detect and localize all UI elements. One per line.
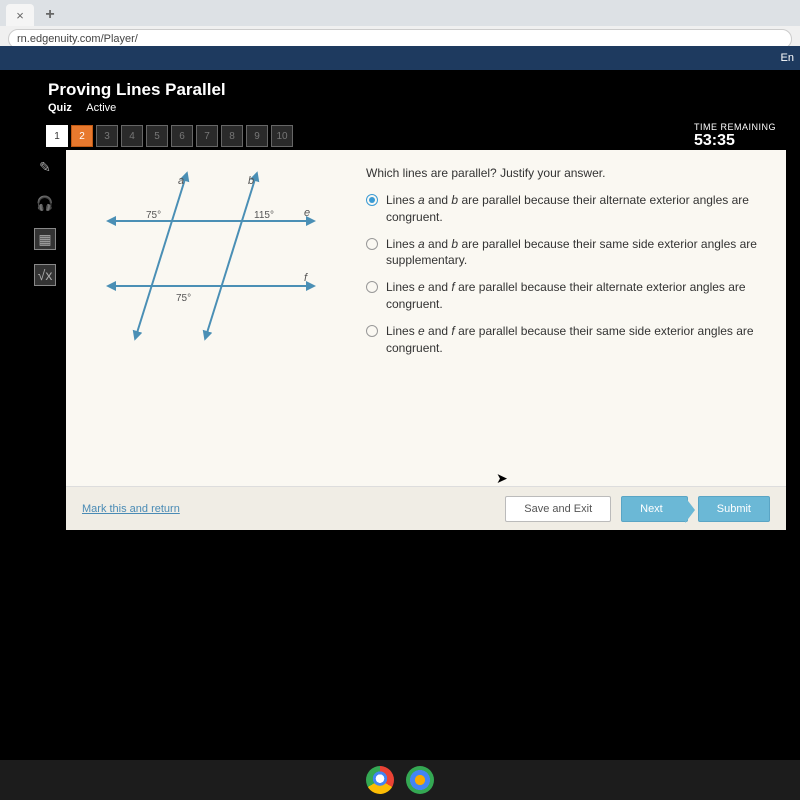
question-nav-5[interactable]: 5 [146,125,168,147]
new-tab-button[interactable]: + [36,4,64,26]
options: Lines a and b are parallel because their… [366,192,766,356]
tab-close[interactable]: × [6,4,34,26]
option-text-3: Lines e and f are parallel because their… [386,323,766,357]
radio-1[interactable] [366,238,378,250]
timer: TIME REMAINING 53:35 [694,122,776,150]
left-tools: ✎ 🎧 ▦ √x [28,150,62,530]
nav-row: 12345678910 TIME REMAINING 53:35 [28,122,800,150]
question-nav-1[interactable]: 1 [46,125,68,147]
svg-text:75°: 75° [146,210,161,221]
svg-text:f: f [304,272,308,284]
diagram-area: a b e f 75° 115° 75° [66,150,366,530]
quiz-label: Quiz [48,102,72,114]
app-header: En [0,46,800,70]
question-nav-10[interactable]: 10 [271,125,293,147]
svg-text:a: a [178,175,184,187]
taskbar [0,760,800,800]
browser-chrome: × + rn.edgenuity.com/Player/ [0,0,800,46]
timer-label: TIME REMAINING [694,122,776,132]
question-nav-4[interactable]: 4 [121,125,143,147]
svg-text:b: b [248,175,254,187]
save-exit-button[interactable]: Save and Exit [505,496,611,522]
radio-3[interactable] [366,325,378,337]
question-panel: a b e f 75° 115° 75° Which lines are par… [66,150,786,530]
question-nav-3[interactable]: 3 [96,125,118,147]
question-area: Which lines are parallel? Justify your a… [366,150,786,530]
svg-text:75°: 75° [176,293,191,304]
next-button[interactable]: Next [621,496,688,522]
title-area: Proving Lines Parallel Quiz Active [48,80,800,114]
option-3[interactable]: Lines e and f are parallel because their… [366,323,766,357]
footer-bar: Mark this and return Save and Exit Next … [66,486,786,530]
course-subtitle: Quiz Active [48,102,800,114]
mark-return-link[interactable]: Mark this and return [82,503,180,515]
content-wrap: ✎ 🎧 ▦ √x [28,150,800,530]
question-nav-7[interactable]: 7 [196,125,218,147]
tab-bar: × + [0,0,800,26]
question-nav-8[interactable]: 8 [221,125,243,147]
diagram-svg: a b e f 75° 115° 75° [96,166,336,346]
pencil-icon[interactable]: ✎ [34,156,56,178]
app-dock-icon[interactable] [406,766,434,794]
option-text-1: Lines a and b are parallel because their… [386,236,766,270]
submit-button[interactable]: Submit [698,496,770,522]
option-0[interactable]: Lines a and b are parallel because their… [366,192,766,226]
calculator-icon[interactable]: ▦ [34,228,56,250]
option-1[interactable]: Lines a and b are parallel because their… [366,236,766,270]
headphones-icon[interactable]: 🎧 [34,192,56,214]
radio-2[interactable] [366,281,378,293]
option-2[interactable]: Lines e and f are parallel because their… [366,279,766,313]
question-nav: 12345678910 [46,125,293,147]
quiz-status: Active [86,102,116,114]
svg-text:e: e [304,207,310,219]
app-body: Proving Lines Parallel Quiz Active 12345… [0,70,800,760]
timer-value: 53:35 [694,132,776,150]
radio-0[interactable] [366,194,378,206]
question-nav-6[interactable]: 6 [171,125,193,147]
question-prompt: Which lines are parallel? Justify your a… [366,166,766,180]
formula-icon[interactable]: √x [34,264,56,286]
svg-text:115°: 115° [254,210,274,221]
footer-buttons: Save and Exit Next Submit [505,496,770,522]
question-nav-2[interactable]: 2 [71,125,93,147]
question-nav-9[interactable]: 9 [246,125,268,147]
option-text-2: Lines e and f are parallel because their… [386,279,766,313]
course-title: Proving Lines Parallel [48,80,800,100]
option-text-0: Lines a and b are parallel because their… [386,192,766,226]
header-right-text: En [781,52,794,64]
chrome-dock-icon[interactable] [366,766,394,794]
